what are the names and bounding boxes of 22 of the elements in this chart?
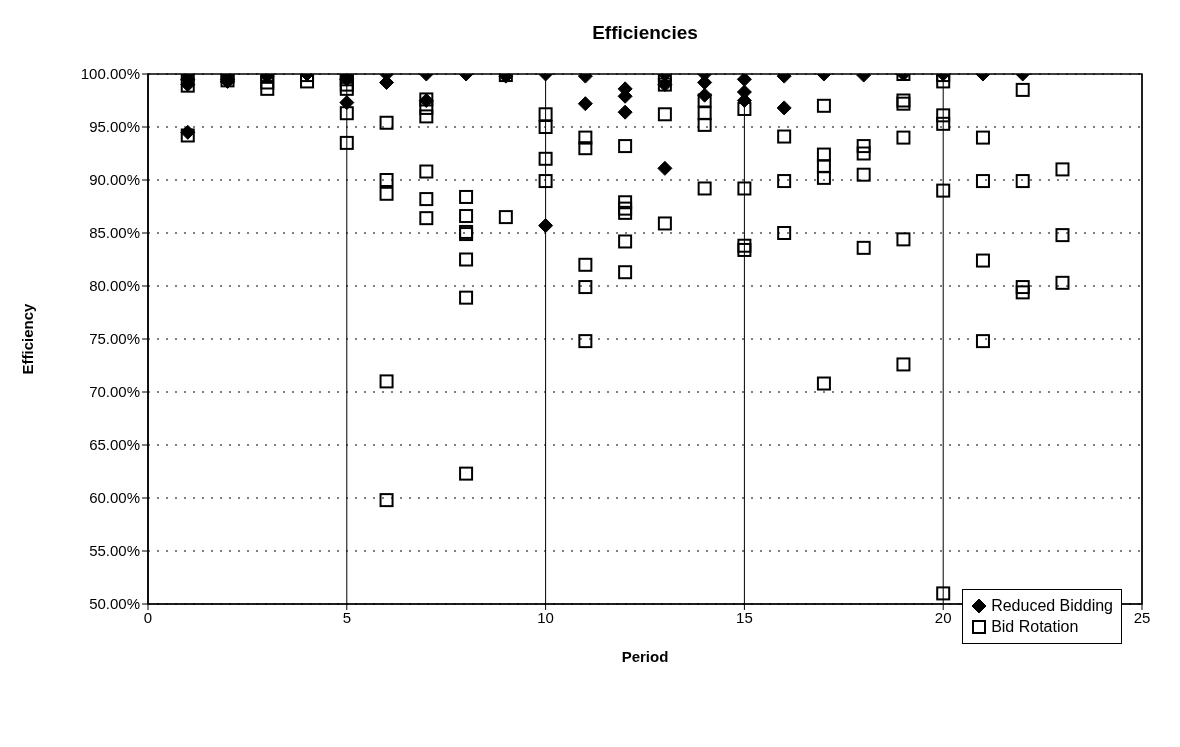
x-tick-label: 25 xyxy=(1133,608,1151,626)
x-tick-label: 0 xyxy=(143,608,153,626)
legend-label: Bid Rotation xyxy=(991,618,1079,636)
y-axis-title: Efficiency xyxy=(19,302,37,375)
y-tick-label: 85.00% xyxy=(89,224,140,242)
y-tick-label: 80.00% xyxy=(89,277,140,295)
y-tick-label: 95.00% xyxy=(89,118,140,136)
x-tick-label: 5 xyxy=(342,608,351,626)
y-tick-label: 50.00% xyxy=(89,595,140,613)
y-tick-label: 100.00% xyxy=(80,65,140,83)
x-tick-label: 15 xyxy=(736,608,753,626)
y-tick-label: 70.00% xyxy=(89,383,140,401)
legend-label: Reduced Bidding xyxy=(991,597,1113,615)
y-tick-label: 55.00% xyxy=(89,542,140,560)
x-tick-label: 10 xyxy=(537,608,554,626)
y-tick-label: 90.00% xyxy=(89,171,140,189)
y-tick-label: 60.00% xyxy=(89,489,140,507)
x-axis-title: Period xyxy=(621,648,669,665)
y-tick-label: 65.00% xyxy=(89,436,140,454)
x-tick-label: 20 xyxy=(934,608,952,626)
chart-title: Efficiencies xyxy=(591,22,699,44)
y-tick-label: 75.00% xyxy=(89,330,140,348)
